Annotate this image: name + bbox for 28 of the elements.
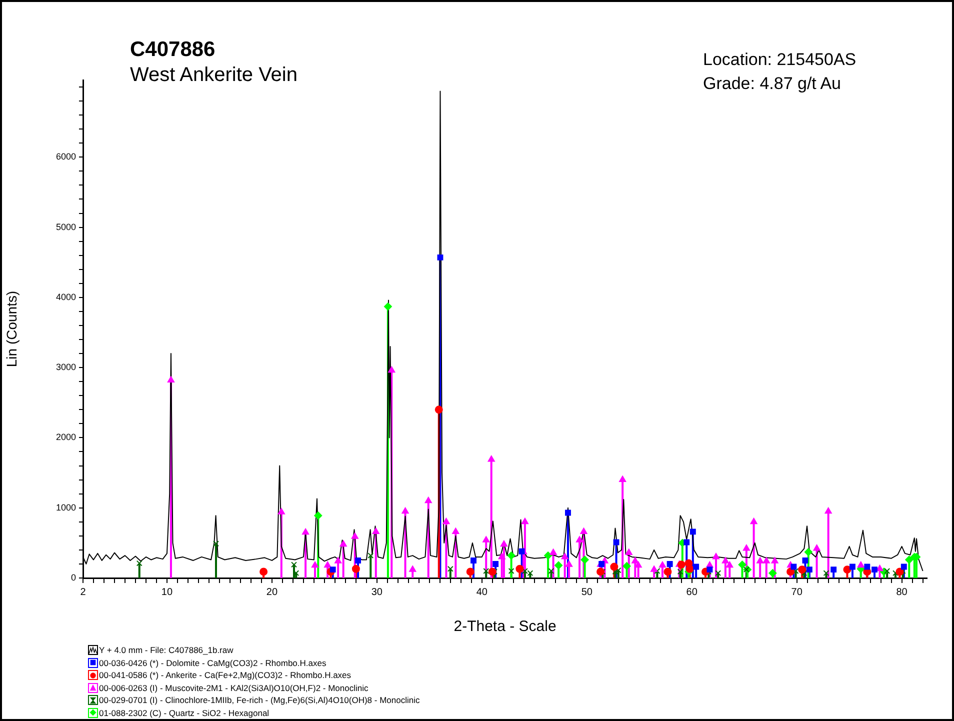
annotation: Grade: 4.87 g/t Au bbox=[703, 73, 842, 95]
y-tick-label: 6000 bbox=[56, 152, 76, 162]
legend-label: 00-041-0586 (*) - Ankerite - Ca(Fe+2,Mg)(CO3)2 - Rhombo.H.axes bbox=[99, 669, 352, 682]
y-tick-label: 3000 bbox=[56, 362, 76, 372]
legend-label: 01-088-2302 (C) - Quartz - SiO2 - Hexagonal bbox=[99, 706, 270, 719]
x-tick-label: 2 bbox=[80, 586, 86, 598]
x-tick-label: 50 bbox=[581, 586, 593, 598]
x-tick-label: 60 bbox=[686, 586, 698, 598]
y-axis-title: Lin (Counts) bbox=[3, 290, 20, 368]
legend-label: 00-029-0701 (I) - Clinochlore-1MIIb, Fe-rich - (Mg,Fe)6(Si,Al)4O10(OH)8 - Monoclinic bbox=[99, 694, 420, 706]
y-tick-label: 1000 bbox=[56, 502, 76, 512]
x-tick-label: 80 bbox=[896, 586, 908, 598]
x-tick-label: 10 bbox=[161, 586, 173, 598]
text: Location: 215450AS bbox=[703, 49, 856, 71]
legend-label: Y + 4.0 mm - File: C407886_1b.raw bbox=[99, 644, 234, 656]
y-tick-label: 4000 bbox=[56, 292, 76, 302]
chart-title: C407886 bbox=[130, 38, 216, 62]
x-axis-title: 2-Theta - Scale bbox=[454, 618, 556, 636]
x-tick-label: 30 bbox=[371, 586, 383, 598]
x-tick-label: 70 bbox=[791, 586, 803, 598]
y-tick-label: 2000 bbox=[56, 432, 76, 442]
y-tick-label: 0 bbox=[70, 572, 76, 582]
x-tick-label: 20 bbox=[266, 586, 278, 598]
x-tick-label: 40 bbox=[476, 586, 488, 598]
y-tick-label: 5000 bbox=[56, 222, 76, 232]
legend-label: 00-036-0426 (*) - Dolomite - CaMg(CO3)2 - Rhombo.H.axes bbox=[99, 656, 326, 669]
legend-label: 00-006-0263 (I) - Muscovite-2M1 - KAl2(Si3Al)O10(OH,F)2 - Monoclinic bbox=[99, 682, 368, 694]
chart-subtitle: West Ankerite Vein bbox=[130, 64, 298, 87]
